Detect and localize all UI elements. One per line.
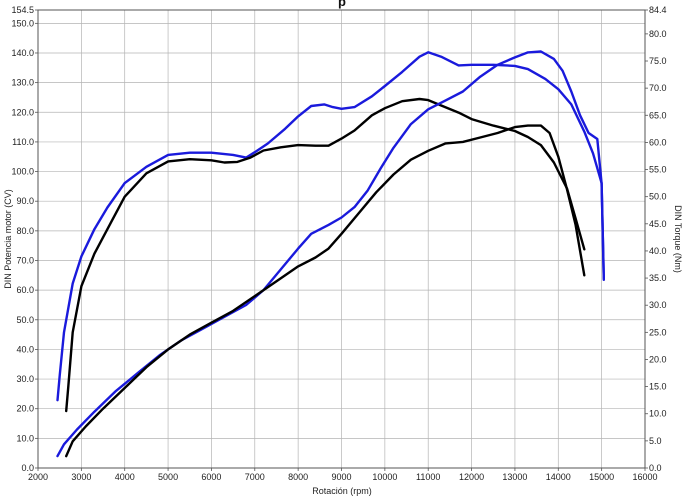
y-left-tick-label: 110.0 bbox=[12, 137, 34, 147]
y-left-tick-label: 140.0 bbox=[11, 48, 34, 58]
x-tick-label: 16000 bbox=[632, 472, 657, 482]
y-right-tick-label: 75.0 bbox=[649, 56, 667, 66]
x-tick-label: 5000 bbox=[158, 472, 178, 482]
y-right-tick-label: 84.4 bbox=[649, 5, 667, 15]
y-right-tick-label: 0.0 bbox=[649, 463, 662, 473]
x-tick-label: 11000 bbox=[416, 472, 440, 482]
y-right-tick-label: 55.0 bbox=[649, 165, 667, 175]
x-tick-label: 6000 bbox=[201, 472, 221, 482]
x-tick-label: 13000 bbox=[502, 472, 527, 482]
x-tick-label: 4000 bbox=[115, 472, 135, 482]
y-right-tick-label: 50.0 bbox=[649, 192, 667, 202]
y-axis-right-label: DIN Torque (Nm) bbox=[673, 205, 683, 273]
y-right-tick-label: 5.0 bbox=[649, 436, 662, 446]
x-tick-label: 8000 bbox=[288, 472, 308, 482]
x-tick-label: 9000 bbox=[331, 472, 351, 482]
y-left-tick-label: 150.0 bbox=[11, 18, 34, 28]
y-right-tick-label: 70.0 bbox=[649, 83, 667, 93]
y-axis-left-label: DIN Potencia motor (CV) bbox=[3, 189, 13, 289]
y-right-tick-label: 45.0 bbox=[649, 219, 667, 229]
y-left-tick-label: 80.0 bbox=[16, 226, 34, 236]
y-left-tick-label: 0.0 bbox=[21, 463, 34, 473]
series-lines bbox=[56, 50, 605, 458]
x-axis-label: Rotación (rpm) bbox=[312, 486, 372, 496]
series-line-3-left bbox=[64, 124, 586, 458]
y-right-tick-label: 35.0 bbox=[649, 273, 667, 283]
series-line-0-right bbox=[56, 51, 605, 402]
y-left-tick-label: 10.0 bbox=[16, 433, 34, 443]
x-tick-label: 15000 bbox=[589, 472, 614, 482]
y-right-tick-label: 15.0 bbox=[649, 382, 667, 392]
x-tick-label: 14000 bbox=[546, 472, 571, 482]
series-line-1-right bbox=[64, 97, 586, 413]
y-right-tick-label: 65.0 bbox=[649, 110, 667, 120]
x-tick-label: 3000 bbox=[71, 472, 91, 482]
y-left-tick-label: 60.0 bbox=[16, 285, 34, 295]
tick-labels: 2000 3000 4000 5000 6000 7000 8000 9000 10000 110… bbox=[11, 5, 666, 482]
y-right-tick-label: 60.0 bbox=[649, 137, 667, 147]
y-right-tick-label: 40.0 bbox=[649, 246, 667, 256]
y-left-tick-label: 100.0 bbox=[11, 167, 34, 177]
title-box bbox=[300, 0, 400, 8]
x-tick-label: 2000 bbox=[28, 472, 48, 482]
y-right-tick-label: 25.0 bbox=[649, 327, 667, 337]
x-tick-label: 10000 bbox=[372, 472, 397, 482]
y-left-tick-label: 40.0 bbox=[16, 344, 34, 354]
y-left-tick-label: 50.0 bbox=[16, 315, 34, 325]
x-tick-label: 7000 bbox=[245, 472, 265, 482]
y-right-tick-label: 10.0 bbox=[649, 409, 667, 419]
y-right-tick-label: 30.0 bbox=[649, 300, 667, 310]
x-tick-label: 12000 bbox=[459, 472, 484, 482]
y-left-tick-label: 130.0 bbox=[11, 78, 34, 88]
y-right-tick-label: 80.0 bbox=[649, 29, 667, 39]
y-left-tick-label: 90.0 bbox=[16, 196, 34, 206]
y-right-tick-label: 20.0 bbox=[649, 354, 667, 364]
chart-title-fragment: p bbox=[338, 0, 346, 9]
y-left-tick-label: 30.0 bbox=[16, 374, 34, 384]
y-left-tick-label: 120.0 bbox=[11, 107, 34, 117]
plot-frame bbox=[37, 9, 646, 469]
y-left-tick-label: 20.0 bbox=[16, 404, 34, 414]
y-left-tick-label: 154.5 bbox=[11, 5, 34, 15]
y-left-tick-label: 70.0 bbox=[16, 255, 34, 265]
